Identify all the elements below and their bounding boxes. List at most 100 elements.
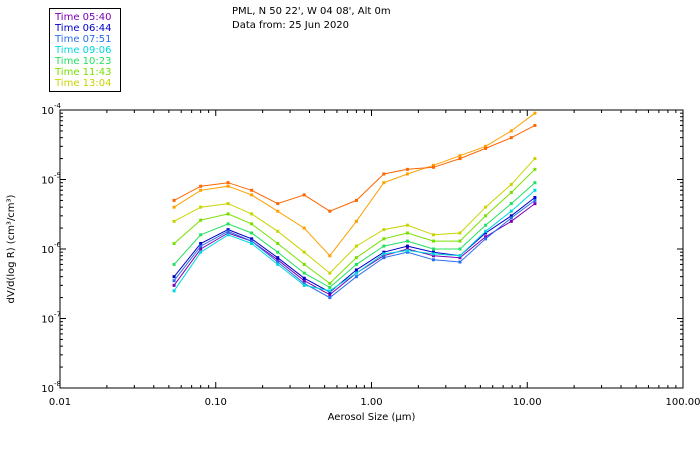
data-point <box>405 244 409 248</box>
plot-frame <box>59 109 684 389</box>
data-point <box>431 250 435 254</box>
data-point <box>533 188 537 192</box>
data-point <box>172 283 176 287</box>
data-point <box>509 216 513 220</box>
data-point <box>328 285 332 289</box>
data-point <box>226 202 230 206</box>
data-point <box>226 212 230 216</box>
data-point <box>302 276 306 280</box>
y-tick-label: 10 <box>41 245 54 256</box>
data-point <box>199 250 203 254</box>
data-point <box>509 202 513 206</box>
data-point <box>484 146 488 150</box>
data-point <box>302 250 306 254</box>
data-point <box>276 256 280 260</box>
data-point <box>226 181 230 185</box>
data-point <box>276 260 280 264</box>
data-point <box>458 256 462 260</box>
data-point <box>250 237 254 241</box>
legend-entry: Time 13:04 <box>55 78 112 89</box>
data-point <box>509 214 513 218</box>
data-point <box>382 237 386 241</box>
y-axis-label: dV/d(log R) (cm³/cm³) <box>6 194 17 303</box>
data-point <box>226 228 230 232</box>
data-point <box>302 271 306 275</box>
data-point <box>382 250 386 254</box>
data-point <box>431 233 435 237</box>
data-point <box>328 296 332 300</box>
data-point <box>354 268 358 272</box>
data-point <box>382 252 386 256</box>
y-tick-exponent: -4 <box>54 102 62 110</box>
data-point <box>172 279 176 283</box>
data-point <box>382 256 386 260</box>
data-point <box>431 247 435 251</box>
legend-entry: Time 07:51 <box>55 34 112 45</box>
legend-entry: Time 10:23 <box>55 56 112 67</box>
data-point <box>484 214 488 218</box>
data-point <box>328 209 332 213</box>
data-point <box>328 254 332 258</box>
data-point <box>328 289 332 293</box>
data-point <box>250 239 254 243</box>
data-point <box>226 184 230 188</box>
data-point <box>328 293 332 297</box>
data-point <box>382 181 386 185</box>
data-point <box>533 123 537 127</box>
data-point <box>328 281 332 285</box>
data-point <box>199 218 203 222</box>
data-point <box>458 231 462 235</box>
data-point <box>172 205 176 209</box>
data-point <box>199 241 203 245</box>
data-point <box>431 239 435 243</box>
data-point <box>226 229 230 233</box>
data-point <box>276 241 280 245</box>
data-point <box>302 283 306 287</box>
data-point <box>226 222 230 226</box>
x-tick-label: 100.00 <box>666 397 700 408</box>
data-point <box>509 209 513 213</box>
legend-entry: Time 09:06 <box>55 45 112 56</box>
data-point <box>431 165 435 169</box>
data-point <box>431 258 435 262</box>
data-point <box>302 193 306 197</box>
data-point <box>354 219 358 223</box>
data-point <box>250 212 254 216</box>
data-point <box>382 172 386 176</box>
data-point <box>250 241 254 245</box>
data-point <box>405 239 409 243</box>
data-point <box>405 231 409 235</box>
data-point <box>250 188 254 192</box>
data-point <box>509 219 513 223</box>
data-point <box>509 129 513 133</box>
legend-entry: Time 11:43 <box>55 67 112 78</box>
data-point <box>382 228 386 232</box>
data-point <box>484 205 488 209</box>
legend-entry: Time 05:40 <box>55 12 112 23</box>
y-tick-label: 10 <box>41 384 54 395</box>
series-line <box>173 203 536 296</box>
data-point <box>354 244 358 248</box>
data-point <box>199 205 203 209</box>
data-point <box>276 202 280 206</box>
chart-title: PML, N 50 22', W 04 08', Alt 0m <box>232 6 391 17</box>
data-point <box>431 163 435 167</box>
series-line <box>173 158 536 274</box>
data-point <box>199 233 203 237</box>
x-tick-label: 10.00 <box>513 397 542 408</box>
data-point <box>484 235 488 239</box>
data-point <box>458 157 462 161</box>
data-point <box>533 181 537 185</box>
data-point <box>484 144 488 148</box>
data-point <box>431 254 435 258</box>
data-point <box>354 262 358 266</box>
data-point <box>533 196 537 200</box>
data-point <box>172 241 176 245</box>
data-point <box>509 136 513 140</box>
data-point <box>172 289 176 293</box>
data-point <box>533 157 537 161</box>
data-point <box>458 247 462 251</box>
data-point <box>484 237 488 241</box>
y-tick-exponent: -8 <box>54 380 61 388</box>
